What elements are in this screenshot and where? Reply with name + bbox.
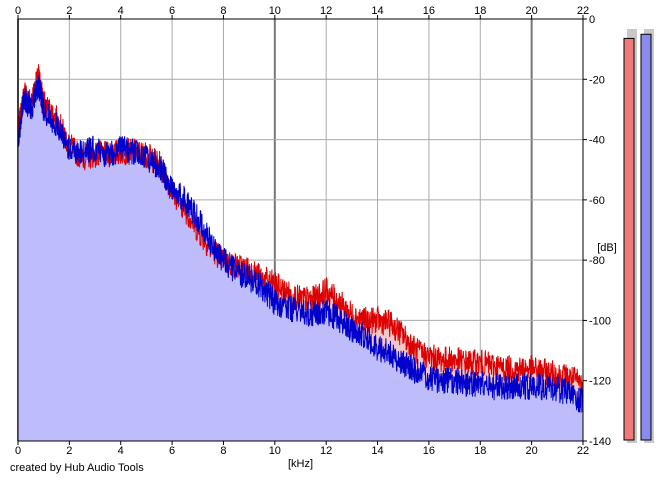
- x-tick-label-bottom: 6: [169, 445, 175, 457]
- level-meter-bar: [623, 37, 635, 441]
- x-tick-label-bottom: 22: [577, 445, 589, 457]
- y-tick-label: -140: [589, 436, 611, 448]
- x-tick-label-bottom: 0: [15, 445, 21, 457]
- y-tick-label: 0: [589, 14, 595, 26]
- x-tick-label-bottom: 18: [474, 445, 486, 457]
- series-line: [17, 64, 584, 395]
- x-tick-label-bottom: 16: [423, 445, 435, 457]
- x-tick-label-top: 12: [320, 5, 332, 17]
- x-tick-label-top: 2: [66, 5, 72, 17]
- x-tick-label-top: 14: [371, 5, 383, 17]
- level-meters: [623, 29, 654, 443]
- x-tick-label-bottom: 20: [526, 445, 538, 457]
- x-tick-label-bottom: 2: [66, 445, 72, 457]
- y-tick-label: -100: [589, 315, 611, 327]
- x-tick-label-bottom: 10: [269, 445, 281, 457]
- y-tick-label: -40: [589, 135, 605, 147]
- axis-ticks: 002244668810101212141416161818202022220-…: [15, 5, 611, 457]
- x-tick-label-top: 16: [423, 5, 435, 17]
- x-tick-label-top: 20: [526, 5, 538, 17]
- series-line: [17, 75, 584, 413]
- x-tick-label-top: 10: [269, 5, 281, 17]
- y-axis-label: [dB]: [597, 242, 617, 254]
- x-tick-label-top: 4: [118, 5, 124, 17]
- x-tick-label-bottom: 12: [320, 445, 332, 457]
- x-tick-label-top: 8: [220, 5, 226, 17]
- series-lines: [17, 64, 584, 413]
- x-tick-label-bottom: 8: [220, 445, 226, 457]
- x-tick-label-top: 18: [474, 5, 486, 17]
- x-tick-label-bottom: 4: [118, 445, 124, 457]
- plot-frame: [17, 18, 584, 442]
- x-tick-label-top: 0: [15, 5, 21, 17]
- y-tick-label: -80: [589, 255, 605, 267]
- level-meter-bar: [640, 33, 652, 441]
- y-tick-label: -120: [589, 376, 611, 388]
- x-tick-label-top: 22: [577, 5, 589, 17]
- y-tick-label: -60: [589, 195, 605, 207]
- x-axis-label: [kHz]: [288, 458, 313, 470]
- credit-text: created by Hub Audio Tools: [10, 462, 144, 474]
- y-tick-label: -20: [589, 74, 605, 86]
- x-tick-label-bottom: 14: [371, 445, 383, 457]
- x-tick-label-top: 6: [169, 5, 175, 17]
